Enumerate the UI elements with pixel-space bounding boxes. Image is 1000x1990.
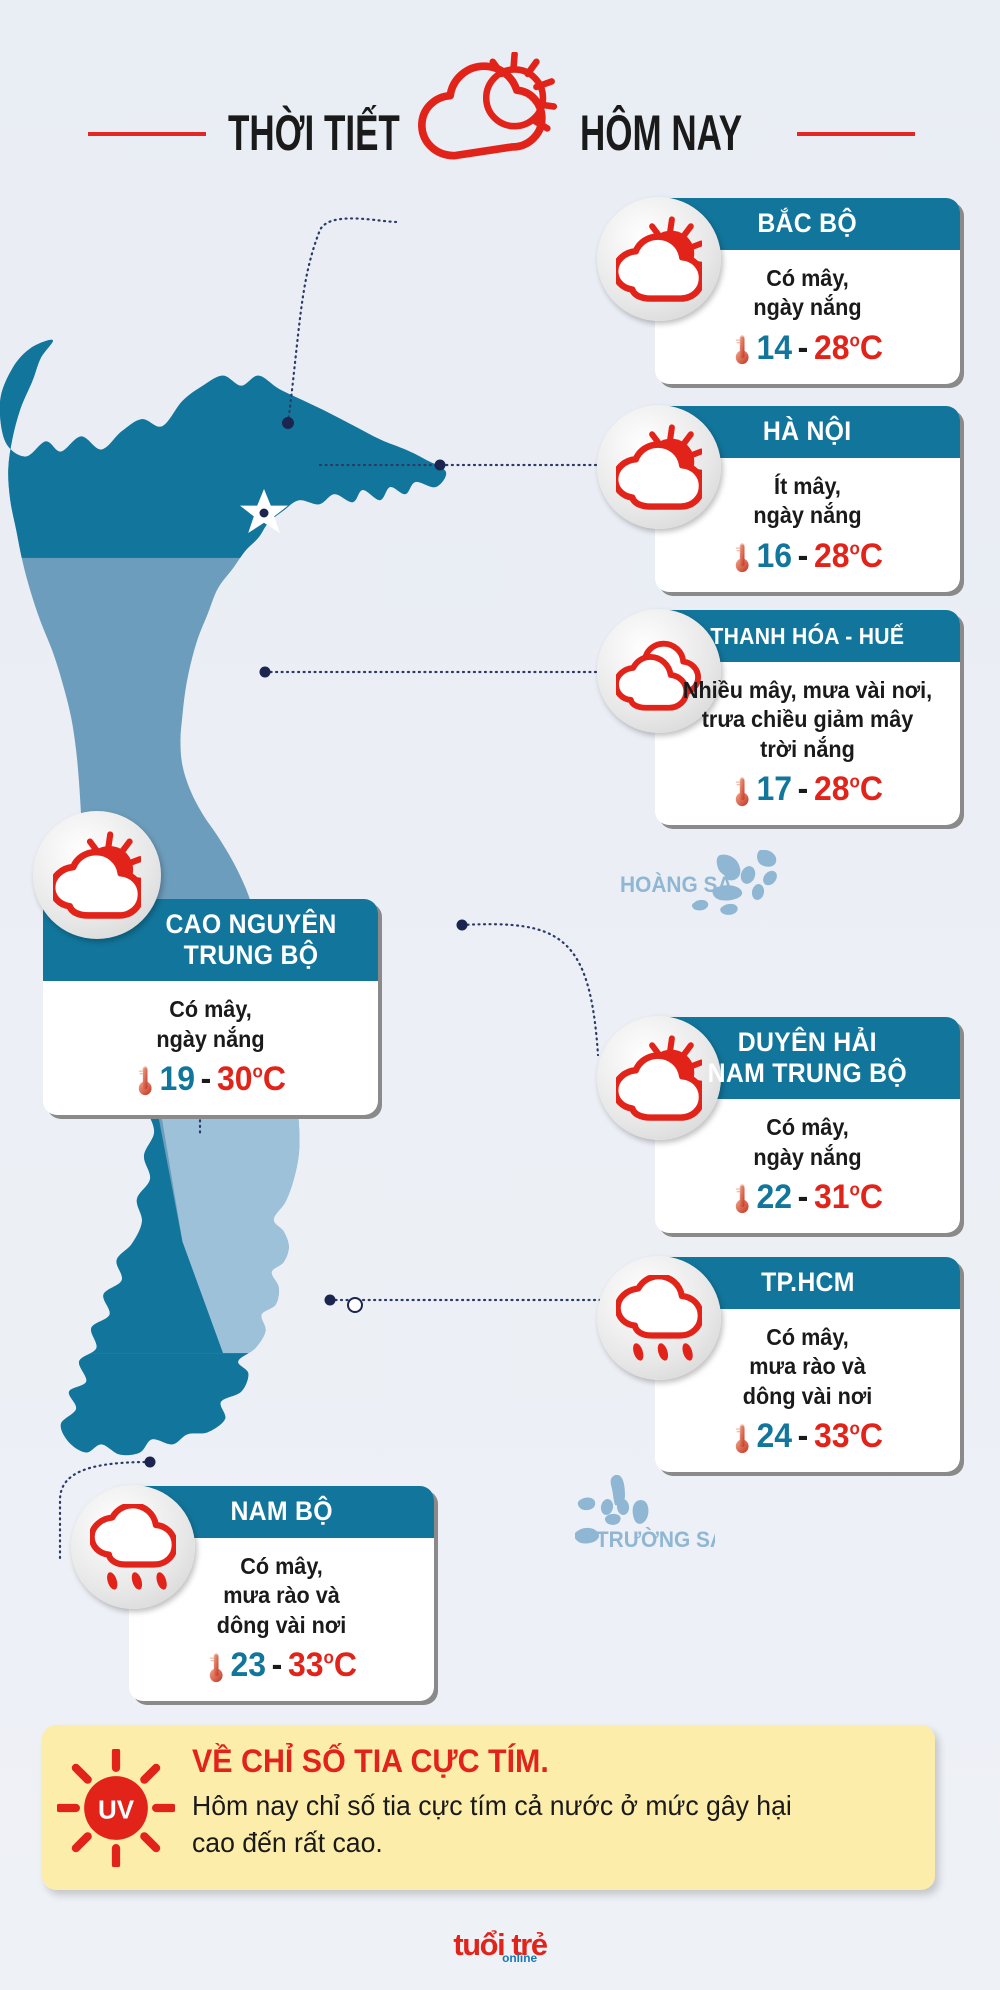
- svg-text:TRƯỜNG SA: TRƯỜNG SA: [596, 1526, 715, 1550]
- svg-text:online: online: [502, 1951, 537, 1965]
- svg-text:UV: UV: [98, 1794, 135, 1824]
